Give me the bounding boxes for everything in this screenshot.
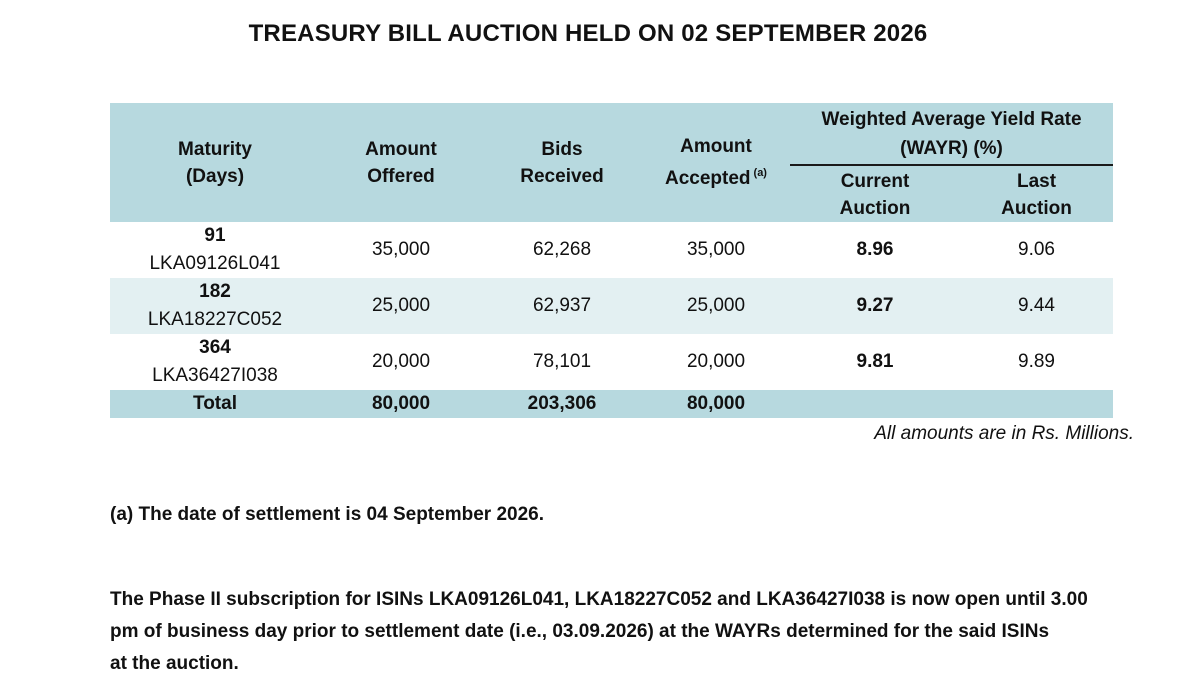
- offered-cell: 20,000: [320, 334, 482, 390]
- maturity-cell: 182 LKA18227C052: [110, 278, 320, 334]
- phase-note-line: The Phase II subscription for ISINs LKA0…: [110, 589, 1088, 610]
- maturity-cell: 91 LKA09126L041: [110, 222, 320, 278]
- table-row: 364 LKA36427I038 20,000 78,101 20,000 9.8…: [110, 334, 1114, 390]
- auction-results-table: Maturity (Days) Amount Offered Bids Receive…: [110, 103, 1114, 418]
- accepted-cell: 20,000: [642, 334, 790, 390]
- last-auction-header: Last Auction: [960, 165, 1114, 222]
- bids-received-header: Bids Received: [482, 103, 642, 222]
- total-row: Total 80,000 203,306 80,000: [110, 390, 1114, 418]
- table-row: 182 LKA18227C052 25,000 62,937 25,000 9.2…: [110, 278, 1114, 334]
- bids-cell: 78,101: [482, 334, 642, 390]
- total-bids-cell: 203,306: [482, 390, 642, 418]
- offered-cell: 25,000: [320, 278, 482, 334]
- amount-accepted-header: Amount Accepted (a): [642, 103, 790, 222]
- page-title: TREASURY BILL AUCTION HELD ON 02 SEPTEMB…: [248, 20, 928, 47]
- note-a-marker: (a): [753, 167, 767, 179]
- table-row: 91 LKA09126L041 35,000 62,268 35,000 8.96…: [110, 222, 1114, 278]
- accepted-cell: 25,000: [642, 278, 790, 334]
- total-offered-cell: 80,000: [320, 390, 482, 418]
- phase-ii-note: The Phase II subscription for ISINs LKA0…: [110, 584, 1130, 680]
- current-wayr-cell: 9.27: [790, 278, 960, 334]
- current-wayr-cell: 9.81: [790, 334, 960, 390]
- wayr-header: Weighted Average Yield Rate (WAYR) (%): [790, 103, 1114, 166]
- total-empty-cell: [790, 390, 960, 418]
- units-note: All amounts are in Rs. Millions.: [874, 423, 1134, 444]
- total-accepted-cell: 80,000: [642, 390, 790, 418]
- last-wayr-cell: 9.06: [960, 222, 1114, 278]
- maturity-cell: 364 LKA36427I038: [110, 334, 320, 390]
- phase-note-line: at the auction.: [110, 653, 239, 674]
- last-wayr-cell: 9.89: [960, 334, 1114, 390]
- total-label: Total: [110, 390, 320, 418]
- phase-note-line: pm of business day prior to settlement d…: [110, 621, 1050, 642]
- maturity-header: Maturity (Days): [110, 103, 320, 222]
- current-auction-header: Current Auction: [790, 165, 960, 222]
- offered-cell: 35,000: [320, 222, 482, 278]
- bids-cell: 62,937: [482, 278, 642, 334]
- accepted-cell: 35,000: [642, 222, 790, 278]
- last-wayr-cell: 9.44: [960, 278, 1114, 334]
- total-empty-cell: [960, 390, 1114, 418]
- bids-cell: 62,268: [482, 222, 642, 278]
- current-wayr-cell: 8.96: [790, 222, 960, 278]
- amount-offered-header: Amount Offered: [320, 103, 482, 222]
- settlement-note: (a) The date of settlement is 04 Septemb…: [110, 504, 544, 525]
